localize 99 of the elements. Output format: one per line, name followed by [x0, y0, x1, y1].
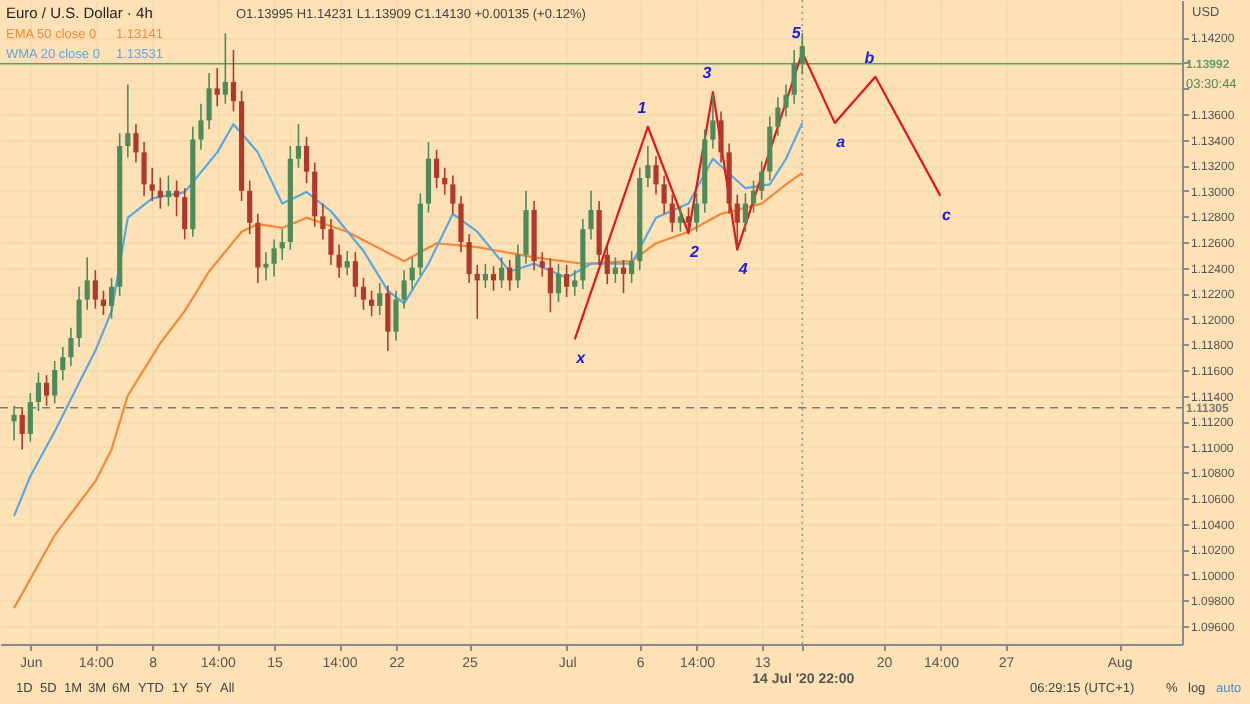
candlestick — [320, 202, 326, 241]
candlestick — [230, 49, 237, 113]
line-series — [12, 121, 804, 518]
candlestick — [783, 83, 789, 118]
candlestick — [588, 189, 594, 241]
candlestick — [214, 67, 220, 108]
candlestick — [434, 149, 440, 190]
candlestick — [11, 405, 17, 442]
candlestick — [458, 195, 464, 254]
candlestick — [775, 96, 781, 137]
annotation: 4 — [736, 259, 749, 278]
candlestick — [157, 177, 163, 210]
candlestick — [149, 166, 155, 202]
candlestick — [173, 179, 180, 218]
candlestick — [198, 102, 204, 151]
candlestick — [133, 123, 139, 164]
annotation: 5 — [791, 24, 802, 43]
candlestick — [76, 285, 82, 348]
candlestick — [27, 392, 33, 443]
candlestick — [620, 259, 627, 294]
candlestick — [377, 282, 383, 316]
candlestick — [710, 93, 716, 150]
candlestick — [141, 141, 147, 197]
candlestick — [247, 179, 253, 236]
candlestick — [742, 192, 748, 233]
candlestick — [653, 155, 659, 196]
candlestick — [661, 174, 667, 215]
candlestick — [604, 245, 610, 286]
candlestick — [344, 250, 350, 277]
candlestick — [165, 174, 172, 207]
candlestick — [84, 256, 90, 311]
candlestick — [393, 289, 399, 342]
candlestick — [572, 269, 578, 297]
candlestick — [409, 256, 415, 291]
candlestick — [206, 72, 212, 131]
candlestick — [182, 187, 188, 241]
candlestick — [474, 264, 480, 320]
candlestick — [539, 251, 545, 278]
candlestick — [466, 233, 472, 284]
candlestick — [734, 193, 740, 251]
candlestick — [425, 141, 432, 214]
candlestick — [60, 346, 66, 382]
candlestick — [68, 326, 74, 367]
candlestick — [222, 32, 228, 105]
candlestick — [490, 265, 497, 292]
candlestick — [547, 257, 553, 314]
candlestick — [360, 277, 367, 311]
annotation: 1 — [637, 98, 648, 117]
annotation: 3 — [702, 64, 713, 83]
candlestick — [125, 83, 131, 159]
candlestick — [767, 115, 773, 182]
candlestick — [629, 250, 635, 284]
candlestick — [303, 136, 310, 184]
candlestick — [401, 269, 407, 310]
candlestick — [694, 192, 700, 233]
candlestick — [255, 213, 261, 284]
candlestick — [685, 206, 692, 236]
candlestick — [35, 371, 42, 412]
candlestick — [791, 49, 797, 105]
candlestick — [499, 256, 505, 289]
candlestick — [507, 259, 513, 292]
candlestick — [312, 161, 318, 228]
candlestick — [523, 189, 529, 265]
candlestick — [369, 289, 375, 318]
line-series — [12, 171, 804, 610]
candlestick — [750, 179, 757, 214]
annotation: a — [836, 132, 847, 151]
candlestick — [596, 200, 602, 266]
candlestick — [108, 277, 115, 320]
annotation: 2 — [688, 243, 701, 262]
candlestick — [677, 205, 683, 233]
annotation: c — [941, 205, 952, 224]
candlestick — [482, 262, 488, 289]
candlestick — [385, 284, 391, 352]
candlestick — [352, 251, 358, 298]
candlestick — [52, 360, 58, 405]
candlestick — [336, 243, 342, 279]
candlestick — [19, 406, 25, 451]
candlestick — [799, 32, 805, 76]
candlestick — [328, 218, 334, 266]
candlestick — [555, 262, 562, 303]
candlestick — [645, 145, 651, 188]
candlestick — [515, 243, 521, 289]
annotation: x — [574, 349, 587, 368]
candlestick — [450, 174, 456, 215]
candlestick — [564, 264, 570, 298]
candlestick — [442, 166, 448, 196]
candlestick — [43, 374, 50, 407]
candlestick — [669, 193, 675, 233]
candlestick — [92, 269, 98, 310]
candlestick — [612, 256, 618, 284]
candlestick — [295, 123, 302, 169]
candlestick — [279, 228, 285, 261]
candlestick — [100, 289, 107, 316]
annotation: b — [864, 48, 875, 67]
candlestick — [271, 238, 277, 278]
candlestick — [263, 251, 269, 282]
candlestick — [718, 110, 724, 164]
candlestick — [759, 160, 765, 201]
